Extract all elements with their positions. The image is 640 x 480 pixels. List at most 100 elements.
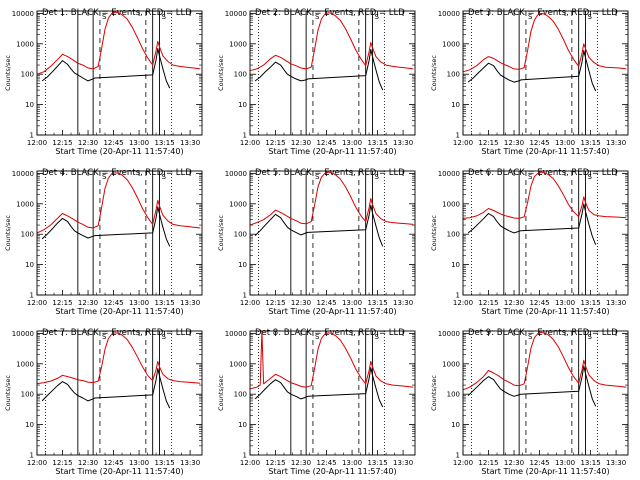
y-tick-label: 100 bbox=[234, 71, 247, 79]
y-tick-label: 1 bbox=[30, 132, 34, 140]
x-tick-label: 13:00 bbox=[342, 459, 362, 467]
y-tick-label: 1 bbox=[30, 292, 34, 300]
x-axis-label: Start Time (20-Apr-11 11:57:40) bbox=[55, 307, 183, 316]
x-tick-label: 12:15 bbox=[478, 299, 498, 307]
y-tick-label: 100 bbox=[21, 391, 34, 399]
x-tick-label: 12:15 bbox=[265, 299, 285, 307]
saa-marker: S bbox=[161, 173, 166, 181]
x-tick-label: 13:30 bbox=[606, 459, 626, 467]
x-tick-label: 12:00 bbox=[27, 299, 47, 307]
x-axis-label: Start Time (20-Apr-11 11:57:40) bbox=[268, 147, 396, 156]
x-tick-label: 12:00 bbox=[453, 139, 473, 147]
plot-frame bbox=[249, 170, 416, 296]
y-tick-label: 10000 bbox=[225, 170, 247, 178]
plot-frame bbox=[36, 10, 203, 136]
x-tick-label: 13:00 bbox=[129, 299, 149, 307]
lld-series-line bbox=[36, 172, 201, 234]
y-axis-label: Counts/sec bbox=[4, 55, 12, 91]
y-tick-label: 10 bbox=[238, 101, 247, 109]
x-tick-label: 13:15 bbox=[580, 459, 600, 467]
x-tick-label: 13:30 bbox=[606, 299, 626, 307]
plot-frame bbox=[462, 330, 629, 456]
x-tick-label: 12:15 bbox=[52, 299, 72, 307]
y-tick-label: 10000 bbox=[225, 330, 247, 338]
x-tick-label: 12:45 bbox=[529, 299, 549, 307]
saa-marker: S bbox=[315, 13, 320, 21]
saa-marker: S bbox=[587, 173, 592, 181]
y-tick-label: 1000 bbox=[229, 200, 247, 208]
y-axis-label: Counts/sec bbox=[217, 55, 225, 91]
saa-marker: S bbox=[374, 13, 379, 21]
detector-panel-8: Det 8: BLACK = Events, RED = LLDCounts/s… bbox=[217, 328, 416, 476]
y-tick-label: 10 bbox=[25, 101, 34, 109]
y-tick-label: 1000 bbox=[442, 40, 460, 48]
x-axis-label: Start Time (20-Apr-11 11:57:40) bbox=[481, 147, 609, 156]
x-tick-label: 12:30 bbox=[504, 299, 524, 307]
y-tick-label: 1000 bbox=[442, 360, 460, 368]
y-tick-label: 10 bbox=[238, 421, 247, 429]
saa-marker: S bbox=[374, 333, 379, 341]
y-tick-label: 10 bbox=[25, 421, 34, 429]
x-tick-label: 12:00 bbox=[453, 459, 473, 467]
x-tick-label: 12:15 bbox=[265, 459, 285, 467]
x-tick-label: 12:00 bbox=[27, 139, 47, 147]
panel-title: Det 3: BLACK = Events, RED = LLD bbox=[468, 8, 618, 18]
saa-marker: S bbox=[528, 173, 533, 181]
x-tick-label: 12:00 bbox=[453, 299, 473, 307]
detector-panel-3: Det 3: BLACK = Events, RED = LLD Counts/s… bbox=[430, 8, 629, 156]
x-tick-label: 12:30 bbox=[78, 139, 98, 147]
x-tick-label: 12:15 bbox=[52, 139, 72, 147]
y-tick-label: 10000 bbox=[12, 330, 34, 338]
x-tick-label: 12:30 bbox=[78, 299, 98, 307]
y-tick-label: 1 bbox=[243, 292, 247, 300]
x-tick-label: 13:30 bbox=[180, 139, 200, 147]
x-tick-label: 13:30 bbox=[180, 459, 200, 467]
plot-frame bbox=[36, 170, 203, 296]
x-tick-label: 13:00 bbox=[555, 459, 575, 467]
x-axis-label: Start Time (20-Apr-11 11:57:40) bbox=[55, 147, 183, 156]
x-tick-label: 12:30 bbox=[504, 459, 524, 467]
y-axis-label: Counts/sec bbox=[430, 215, 438, 251]
y-axis-label: Counts/sec bbox=[430, 55, 438, 91]
y-tick-label: 10000 bbox=[225, 10, 247, 18]
x-tick-label: 13:15 bbox=[580, 139, 600, 147]
y-tick-label: 100 bbox=[447, 231, 460, 239]
lld-series-line bbox=[249, 330, 414, 390]
x-tick-label: 12:15 bbox=[52, 459, 72, 467]
x-tick-label: 12:45 bbox=[103, 139, 123, 147]
events-series-line bbox=[41, 48, 171, 89]
x-tick-label: 12:45 bbox=[529, 459, 549, 467]
saa-marker: S bbox=[102, 173, 107, 181]
events-series-line bbox=[41, 206, 171, 247]
y-tick-label: 10000 bbox=[438, 10, 460, 18]
x-tick-label: 13:00 bbox=[555, 139, 575, 147]
x-tick-label: 13:00 bbox=[555, 299, 575, 307]
saa-marker: S bbox=[528, 13, 533, 21]
y-axis-label: Counts/sec bbox=[4, 375, 12, 411]
y-tick-label: 10 bbox=[451, 421, 460, 429]
detector-panel-6: Det 6: BLACK = Events, RED = LLDCounts/s… bbox=[430, 168, 629, 316]
y-tick-label: 1 bbox=[30, 452, 34, 460]
saa-marker: S bbox=[102, 13, 107, 21]
saa-marker: S bbox=[587, 333, 592, 341]
x-tick-label: 12:00 bbox=[27, 459, 47, 467]
y-axis-label: Counts/sec bbox=[430, 375, 438, 411]
y-tick-label: 100 bbox=[21, 231, 34, 239]
detector-panel-4: Det 4: BLACK = Events, RED = LLDCounts/s… bbox=[4, 168, 203, 316]
y-tick-label: 10 bbox=[25, 261, 34, 269]
x-tick-label: 12:45 bbox=[103, 299, 123, 307]
x-tick-label: 12:45 bbox=[103, 459, 123, 467]
x-axis-label: Start Time (20-Apr-11 11:57:40) bbox=[268, 467, 396, 476]
x-tick-label: 12:15 bbox=[265, 139, 285, 147]
x-tick-label: 12:45 bbox=[316, 139, 336, 147]
x-axis-label: Start Time (20-Apr-11 11:57:40) bbox=[481, 467, 609, 476]
y-axis-label: Counts/sec bbox=[217, 375, 225, 411]
events-series-line bbox=[467, 203, 597, 245]
x-tick-label: 13:30 bbox=[180, 299, 200, 307]
y-tick-label: 10000 bbox=[438, 330, 460, 338]
lld-series-line bbox=[36, 332, 201, 385]
detector-panel-7: Det 7: BLACK = Events, RED = LLDCounts/s… bbox=[4, 328, 203, 476]
y-tick-label: 100 bbox=[234, 231, 247, 239]
plot-frame bbox=[249, 10, 416, 136]
